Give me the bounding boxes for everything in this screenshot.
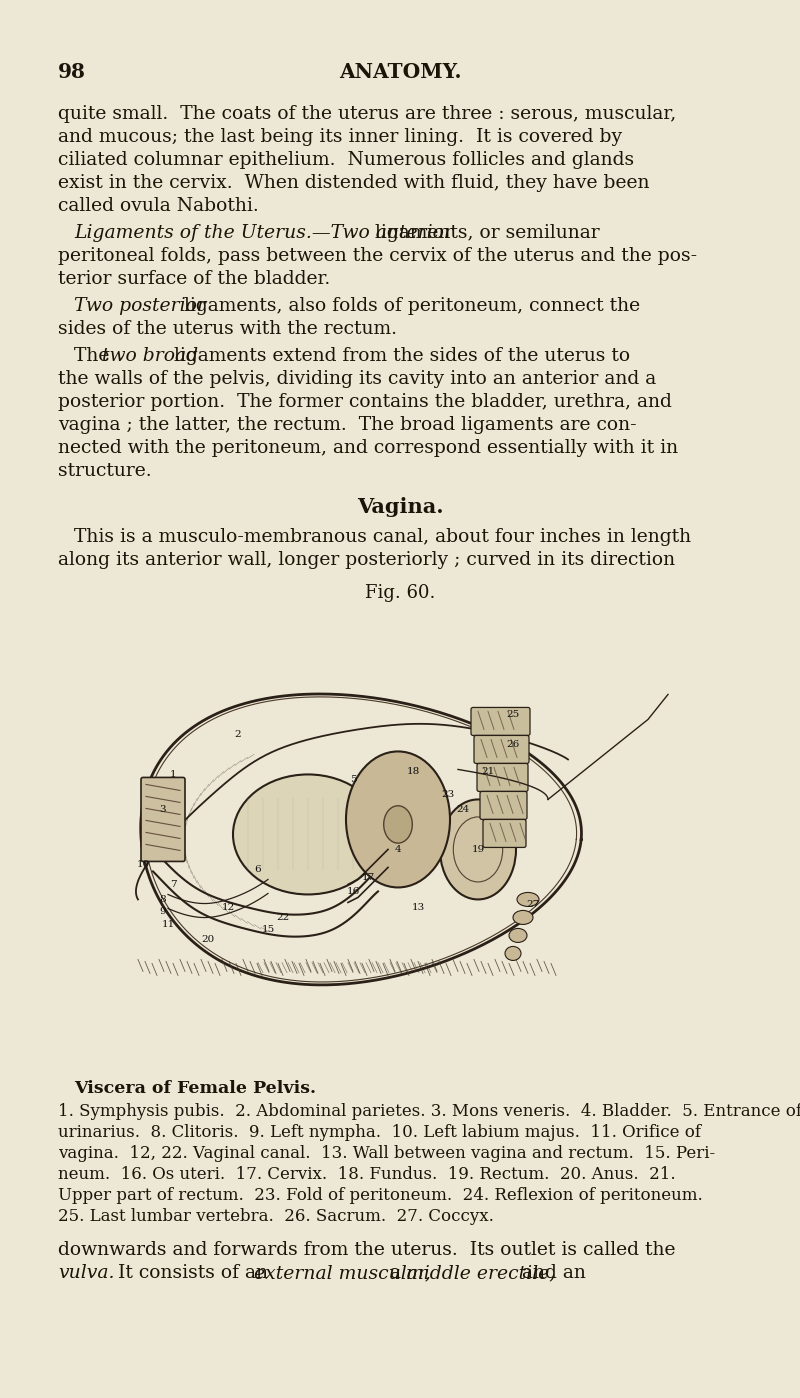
Text: and mucous; the last being its inner lining.  It is covered by: and mucous; the last being its inner lin… bbox=[58, 129, 622, 145]
Text: 10: 10 bbox=[136, 860, 150, 870]
Text: posterior portion.  The former contains the bladder, urethra, and: posterior portion. The former contains t… bbox=[58, 393, 672, 411]
Ellipse shape bbox=[440, 800, 516, 899]
Text: Ligaments of the Uterus.—Two anterior: Ligaments of the Uterus.—Two anterior bbox=[74, 224, 453, 242]
Text: 9: 9 bbox=[160, 907, 166, 916]
FancyBboxPatch shape bbox=[474, 735, 529, 763]
Text: 1. Symphysis pubis.  2. Abdominal parietes. 3. Mons veneris.  4. Bladder.  5. En: 1. Symphysis pubis. 2. Abdominal pariete… bbox=[58, 1103, 800, 1120]
Text: neum.  16. Os uteri.  17. Cervix.  18. Fundus.  19. Rectum.  20. Anus.  21.: neum. 16. Os uteri. 17. Cervix. 18. Fund… bbox=[58, 1166, 676, 1183]
Ellipse shape bbox=[517, 892, 539, 906]
Text: 11: 11 bbox=[162, 920, 174, 928]
Text: 23: 23 bbox=[442, 790, 454, 798]
Text: Fig. 60.: Fig. 60. bbox=[365, 584, 435, 603]
Ellipse shape bbox=[509, 928, 527, 942]
Ellipse shape bbox=[384, 805, 412, 843]
Text: peritoneal folds, pass between the cervix of the uterus and the pos-: peritoneal folds, pass between the cervi… bbox=[58, 247, 697, 266]
Text: 21: 21 bbox=[482, 768, 494, 776]
Text: ligaments, or semilunar: ligaments, or semilunar bbox=[369, 224, 600, 242]
Ellipse shape bbox=[346, 752, 450, 888]
Text: urinarius.  8. Clitoris.  9. Left nympha.  10. Left labium majus.  11. Orifice o: urinarius. 8. Clitoris. 9. Left nympha. … bbox=[58, 1124, 701, 1141]
Text: vulva.: vulva. bbox=[58, 1264, 114, 1282]
Text: 5: 5 bbox=[350, 774, 356, 784]
Ellipse shape bbox=[233, 774, 383, 895]
Text: Viscera of Female Pelvis.: Viscera of Female Pelvis. bbox=[74, 1081, 316, 1097]
FancyBboxPatch shape bbox=[471, 707, 530, 735]
Text: 19: 19 bbox=[471, 844, 485, 854]
Text: 2: 2 bbox=[234, 730, 242, 740]
Text: ligaments, also folds of peritoneum, connect the: ligaments, also folds of peritoneum, con… bbox=[178, 296, 640, 315]
Text: 12: 12 bbox=[222, 903, 234, 911]
Text: 16: 16 bbox=[346, 886, 360, 896]
Text: 15: 15 bbox=[262, 925, 274, 934]
Text: 13: 13 bbox=[411, 903, 425, 911]
FancyBboxPatch shape bbox=[480, 791, 527, 819]
Text: Two posterior: Two posterior bbox=[74, 296, 206, 315]
Text: 25. Last lumbar vertebra.  26. Sacrum.  27. Coccyx.: 25. Last lumbar vertebra. 26. Sacrum. 27… bbox=[58, 1208, 494, 1225]
Text: middle erectile,: middle erectile, bbox=[406, 1264, 555, 1282]
Text: 98: 98 bbox=[58, 62, 86, 82]
Text: terior surface of the bladder.: terior surface of the bladder. bbox=[58, 270, 330, 288]
Text: nected with the peritoneum, and correspond essentially with it in: nected with the peritoneum, and correspo… bbox=[58, 439, 678, 457]
Text: the walls of the pelvis, dividing its cavity into an anterior and a: the walls of the pelvis, dividing its ca… bbox=[58, 370, 656, 389]
Text: sides of the uterus with the rectum.: sides of the uterus with the rectum. bbox=[58, 320, 397, 338]
Text: and an: and an bbox=[516, 1264, 586, 1282]
Text: 18: 18 bbox=[406, 768, 420, 776]
FancyBboxPatch shape bbox=[483, 819, 526, 847]
Text: along its anterior wall, longer posteriorly ; curved in its direction: along its anterior wall, longer posterio… bbox=[58, 551, 675, 569]
FancyBboxPatch shape bbox=[141, 777, 185, 861]
Text: external muscular,: external muscular, bbox=[254, 1264, 431, 1282]
Text: Vagina.: Vagina. bbox=[357, 498, 443, 517]
Text: The: The bbox=[74, 347, 115, 365]
Text: 1: 1 bbox=[170, 770, 176, 779]
Text: structure.: structure. bbox=[58, 461, 152, 480]
Text: vagina.  12, 22. Vaginal canal.  13. Wall between vagina and rectum.  15. Peri-: vagina. 12, 22. Vaginal canal. 13. Wall … bbox=[58, 1145, 715, 1162]
Text: two broad: two broad bbox=[102, 347, 198, 365]
Text: downwards and forwards from the uterus.  Its outlet is called the: downwards and forwards from the uterus. … bbox=[58, 1241, 675, 1260]
Text: 7: 7 bbox=[170, 879, 176, 889]
Text: 27: 27 bbox=[526, 900, 540, 909]
Text: 8: 8 bbox=[160, 895, 166, 905]
Text: This is a musculo-membranous canal, about four inches in length: This is a musculo-membranous canal, abou… bbox=[74, 528, 691, 547]
Text: 26: 26 bbox=[506, 740, 520, 749]
Text: ANATOMY.: ANATOMY. bbox=[338, 62, 462, 82]
Text: 3: 3 bbox=[160, 805, 166, 814]
Text: 4: 4 bbox=[394, 844, 402, 854]
Text: vagina ; the latter, the rectum.  The broad ligaments are con-: vagina ; the latter, the rectum. The bro… bbox=[58, 417, 637, 433]
Text: ligaments extend from the sides of the uterus to: ligaments extend from the sides of the u… bbox=[168, 347, 630, 365]
FancyBboxPatch shape bbox=[477, 763, 528, 791]
Text: Upper part of rectum.  23. Fold of peritoneum.  24. Reflexion of peritoneum.: Upper part of rectum. 23. Fold of perito… bbox=[58, 1187, 702, 1204]
Text: 17: 17 bbox=[362, 872, 374, 882]
Text: 24: 24 bbox=[456, 805, 470, 814]
Text: quite small.  The coats of the uterus are three : serous, muscular,: quite small. The coats of the uterus are… bbox=[58, 105, 676, 123]
Text: called ovula Nabothi.: called ovula Nabothi. bbox=[58, 197, 258, 215]
Text: 20: 20 bbox=[202, 935, 214, 944]
Text: 25: 25 bbox=[506, 710, 520, 719]
Ellipse shape bbox=[513, 910, 533, 924]
Text: ciliated columnar epithelium.  Numerous follicles and glands: ciliated columnar epithelium. Numerous f… bbox=[58, 151, 634, 169]
Text: 22: 22 bbox=[276, 913, 290, 921]
Text: exist in the cervix.  When distended with fluid, they have been: exist in the cervix. When distended with… bbox=[58, 173, 650, 192]
Ellipse shape bbox=[505, 946, 521, 960]
Text: a: a bbox=[384, 1264, 407, 1282]
Text: 6: 6 bbox=[254, 865, 262, 874]
Text: It consists of an: It consists of an bbox=[106, 1264, 274, 1282]
